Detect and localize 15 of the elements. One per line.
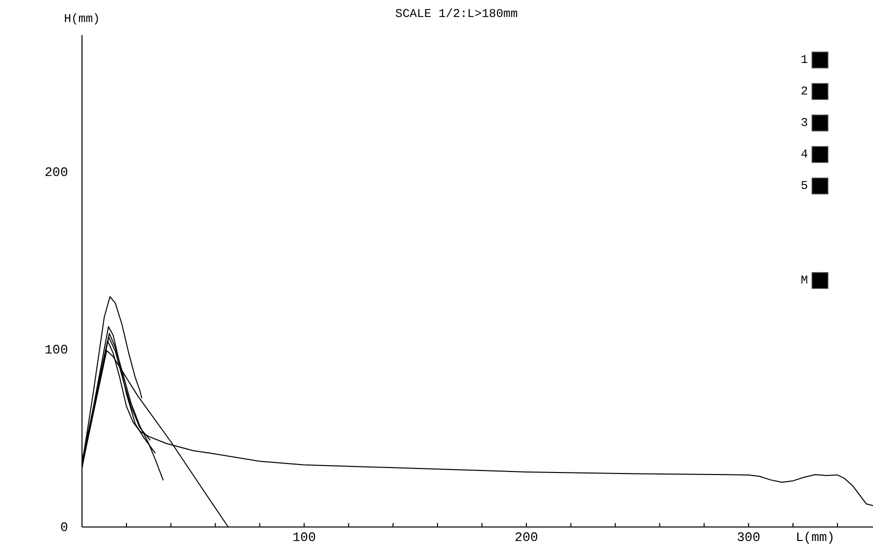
legend-label: 2 xyxy=(800,84,808,98)
legend-label: M xyxy=(800,274,808,288)
legend-label: 5 xyxy=(800,179,808,193)
legend-label: 3 xyxy=(800,116,808,130)
chart-title: SCALE 1/2:L>180mm xyxy=(395,7,518,21)
y-axis-title: H(mm) xyxy=(64,12,100,26)
legend-label: 1 xyxy=(800,53,808,67)
x-axis-title: L(mm) xyxy=(796,530,835,545)
y-tick-label: 100 xyxy=(44,342,68,358)
x-tick-label: 100 xyxy=(292,530,316,545)
x-tick-label: 300 xyxy=(736,530,760,545)
x-tick-label: 200 xyxy=(514,530,538,545)
legend-label: 4 xyxy=(800,148,808,162)
y-tick-label: 200 xyxy=(44,164,68,180)
y-tick-label: 0 xyxy=(60,520,68,535)
